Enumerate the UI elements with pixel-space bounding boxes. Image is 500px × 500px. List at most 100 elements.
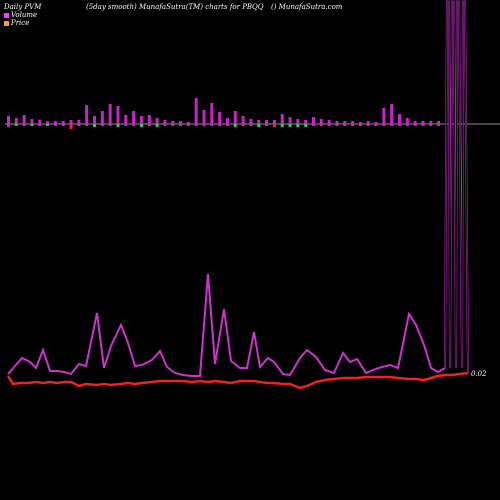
volume-bar [61,121,65,124]
volume-bar-base [30,124,34,126]
volume-bar [93,116,97,124]
volume-bar-base [53,124,57,126]
volume-bar-base [108,124,112,126]
volume-bar [374,122,378,124]
volume-bar-base [374,124,378,126]
volume-bar [241,116,245,124]
chart-title: (5day smooth) MunafaSutra(TM) charts for… [86,3,264,11]
volume-bar-base [272,124,276,127]
volume-bar-base [77,124,81,126]
volume-bar-base [421,124,425,126]
volume-bar [327,120,331,124]
volume-bar-base [358,124,362,126]
volume-bar [46,121,50,124]
volume-bar [296,119,300,124]
volume-bar [382,108,386,124]
volume-bar-base [202,124,206,126]
volume-bar-base [335,124,339,126]
volume-bar [30,119,34,124]
volume-bar-base [124,124,128,126]
volume-bar [335,121,339,124]
volume-bar-base [225,124,229,126]
volume-bar [413,121,417,124]
volume-bar-base [265,124,269,126]
volume-bar [77,120,81,124]
volume-bar-base [296,124,300,127]
volume-bar-base [186,124,190,126]
legend-volume: Volume [4,11,37,19]
volume-bar [100,111,104,124]
volume-bar [218,112,222,124]
volume-bar-base [233,124,237,127]
volume-bar [124,115,128,124]
price-series-line [6,371,469,390]
volume-bar-base [319,124,323,126]
volume-bar-base [343,124,347,126]
volume-bar-base [132,124,136,126]
volume-bar [319,119,323,124]
legend-volume-label: Volume [11,11,38,19]
volume-bar [155,118,159,124]
volume-bar [108,104,112,124]
volume-bar [69,120,73,124]
volume-bar [366,121,370,124]
volume-bar-base [61,124,65,126]
volume-bar [22,115,26,124]
volume-bar-base [155,124,159,127]
volume-bar-base [218,124,222,126]
volume-bar [358,122,362,124]
legend-price: Price [4,19,29,27]
volume-bar-base [22,124,26,126]
volume-bar [343,121,347,124]
volume-series-line [7,273,446,377]
volume-bar-base [147,124,151,126]
legend-price-swatch [4,20,9,26]
volume-bar [171,121,175,124]
volume-bar-base [437,124,441,126]
volume-bar [272,120,276,124]
volume-bar [139,116,143,124]
volume-bar [405,118,409,124]
volume-bar [257,120,261,124]
volume-bar [194,98,198,124]
volume-bar-base [413,124,417,126]
volume-bar [7,116,10,124]
chart-period-label: Daily PVM [4,3,42,11]
volume-bar [304,120,308,124]
volume-bar [233,111,237,124]
volume-bar [14,118,18,124]
volume-bar-base [93,124,97,127]
volume-bar-base [46,124,50,126]
volume-bar-base [139,124,143,127]
volume-bar-base [85,124,89,126]
volume-bar [163,120,167,124]
volume-bar [53,121,57,124]
volume-bar [179,121,183,124]
volume-bar [147,115,151,124]
volume-bar [311,117,315,124]
volume-bar [421,121,425,124]
volume-bar [280,114,284,124]
volume-bar-base [69,124,73,129]
volume-bar [38,120,42,124]
volume-bar [186,122,190,124]
volume-spike-inner [444,0,469,374]
volume-bar [398,114,401,124]
volume-bar [390,104,394,124]
volume-bar-base [241,124,245,126]
volume-bar-base [311,124,315,126]
volume-bar [210,103,214,124]
volume-bar-base [210,124,214,126]
volume-bar-base [351,124,355,126]
price-last-label: 0.02 [471,370,487,378]
volume-bars [7,98,441,129]
volume-bar-base [163,124,167,126]
volume-bar-base [14,124,18,126]
volume-bar [429,121,433,124]
volume-bar-base [288,124,292,127]
legend-volume-swatch [4,12,9,18]
volume-bar-base [7,124,10,127]
volume-bar-base [405,124,409,126]
